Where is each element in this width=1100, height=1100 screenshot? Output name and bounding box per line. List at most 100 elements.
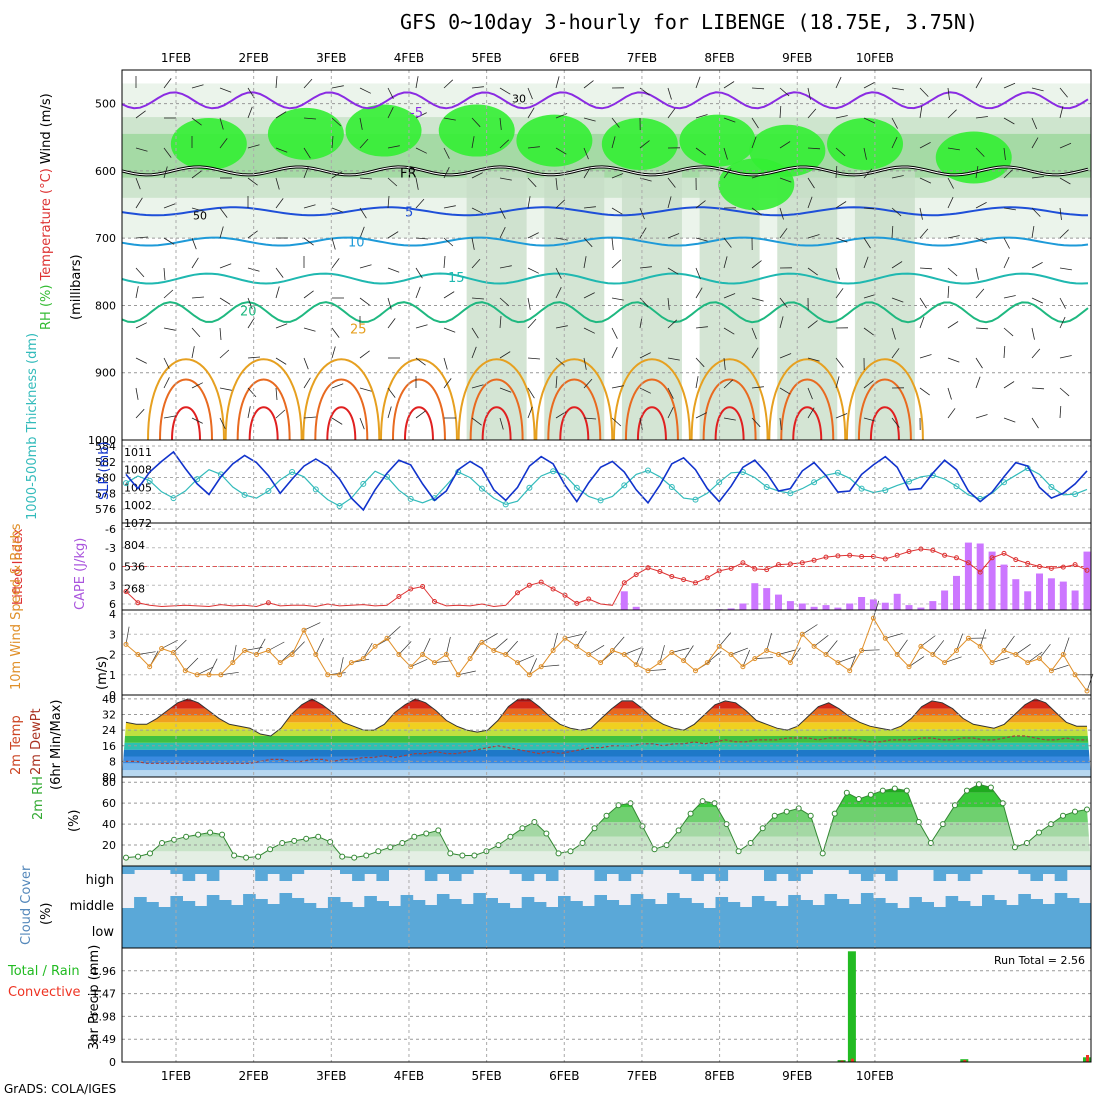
wind-speed-point xyxy=(218,672,224,678)
rh-moist-blob-3 xyxy=(438,104,515,157)
thickness-tick-label: 580 xyxy=(95,472,116,485)
cloud-high-bar xyxy=(1042,866,1056,874)
wind-barb xyxy=(1003,237,1010,249)
rh-point xyxy=(123,854,129,861)
pressure-tick-label: 700 xyxy=(95,232,116,245)
wind-barb xyxy=(891,175,904,179)
wind-barb xyxy=(555,113,568,119)
thickness-point xyxy=(265,488,272,494)
cloud-middle-bar xyxy=(848,904,862,918)
wind-barb xyxy=(359,417,365,430)
thickness-point xyxy=(645,467,651,474)
cloud-low-bar xyxy=(376,918,389,948)
wind-barb xyxy=(443,378,452,389)
date-label-top: 1FEB xyxy=(161,51,191,65)
wind-barb xyxy=(863,207,877,210)
wind-barb xyxy=(667,357,680,361)
wind-barb-10m xyxy=(896,639,908,655)
rh-point xyxy=(639,823,646,830)
cloud-low-bar xyxy=(134,918,147,948)
wind-barb xyxy=(331,237,336,250)
cloud-high-bar xyxy=(1078,866,1092,870)
cloud-middle-bar xyxy=(485,898,498,918)
wind-barb xyxy=(947,147,960,151)
cloud-high-bar xyxy=(751,866,765,870)
wind-barb xyxy=(135,322,147,329)
wind-barb xyxy=(135,286,139,299)
wind-barb xyxy=(443,167,450,179)
wind-barb xyxy=(303,204,316,209)
wind-barb xyxy=(415,237,429,240)
cloud-high-bar xyxy=(1018,866,1031,874)
wind-speed-point xyxy=(289,652,295,657)
cape-tick-label: 268 xyxy=(124,582,145,595)
cloud-high-bar xyxy=(800,866,813,874)
wind-barb-10m xyxy=(185,657,199,671)
isotherm-label: 5 xyxy=(405,206,413,221)
wind-barb xyxy=(723,357,726,370)
wind-barb-10m xyxy=(1051,664,1069,672)
wind-barb-10m xyxy=(505,640,518,655)
wind-speed-point xyxy=(574,643,580,649)
cloud-middle-bar xyxy=(461,904,474,918)
cape-bar xyxy=(620,591,628,610)
wind-barb xyxy=(359,297,370,306)
cloud-high-bar xyxy=(497,866,511,870)
cape-bar xyxy=(976,543,984,610)
lifted-index-point xyxy=(942,552,948,558)
rh-point xyxy=(867,791,874,798)
wind-barb xyxy=(471,207,483,214)
wind-barb xyxy=(247,317,255,329)
wind-speed-point xyxy=(562,635,568,641)
wind-barb xyxy=(891,87,904,91)
wind-barb xyxy=(947,267,958,277)
wind-barb xyxy=(135,197,143,209)
wind-barb xyxy=(443,327,456,333)
lifted-index-point xyxy=(894,552,900,558)
wind-speed-point xyxy=(621,652,627,657)
wind-barb xyxy=(975,376,981,389)
wind-barb-10m xyxy=(837,656,855,663)
precip-ylabel: 3hr Precip (mm) xyxy=(87,945,102,1050)
date-label-top: 7FEB xyxy=(627,51,657,65)
wind-barb-10m xyxy=(268,641,285,651)
cloud-middle-bar xyxy=(751,896,765,918)
thickness-line xyxy=(125,467,1088,507)
wind-barb xyxy=(891,261,903,269)
lifted-index-point xyxy=(515,590,520,596)
wind-barb xyxy=(751,347,759,359)
wind-barb xyxy=(1003,295,1016,299)
wind-barb xyxy=(583,147,589,160)
thickness-point xyxy=(312,486,319,493)
wind-barb xyxy=(695,357,705,368)
cloud-high-bar xyxy=(630,866,644,874)
cloud-low-bar xyxy=(788,918,801,948)
rh2m-ylabel: 2m RH xyxy=(31,776,46,820)
wind-barb xyxy=(331,346,336,359)
wind-barb xyxy=(835,357,844,368)
wind-barb xyxy=(583,292,595,299)
wind-barb xyxy=(583,167,591,179)
cloud-high-bar xyxy=(376,866,389,881)
wind-barb xyxy=(779,207,784,220)
cloud-middle-bar xyxy=(364,896,377,918)
slp-ylabel: SLP (mb) xyxy=(97,441,112,500)
wind-barb-10m xyxy=(778,649,796,655)
rh-point xyxy=(879,787,886,794)
wind-barb xyxy=(191,327,201,338)
wind-barb xyxy=(1059,405,1062,419)
wind-barb-10m xyxy=(564,633,583,639)
wind-barb xyxy=(975,267,979,280)
isotherm-25 xyxy=(768,358,847,441)
isotherm-35 xyxy=(869,406,900,441)
wind-speed-point xyxy=(503,652,509,657)
wind-barb xyxy=(1031,117,1038,130)
lifted-index-point xyxy=(1048,565,1054,571)
temp-tick-label: 8 xyxy=(109,755,116,768)
rh-point xyxy=(759,825,766,832)
panel-bg-thick xyxy=(122,440,1091,523)
cloud-middle-bar xyxy=(800,900,813,918)
cloud-middle-bar xyxy=(969,906,983,918)
wind-barb-10m xyxy=(362,642,373,659)
